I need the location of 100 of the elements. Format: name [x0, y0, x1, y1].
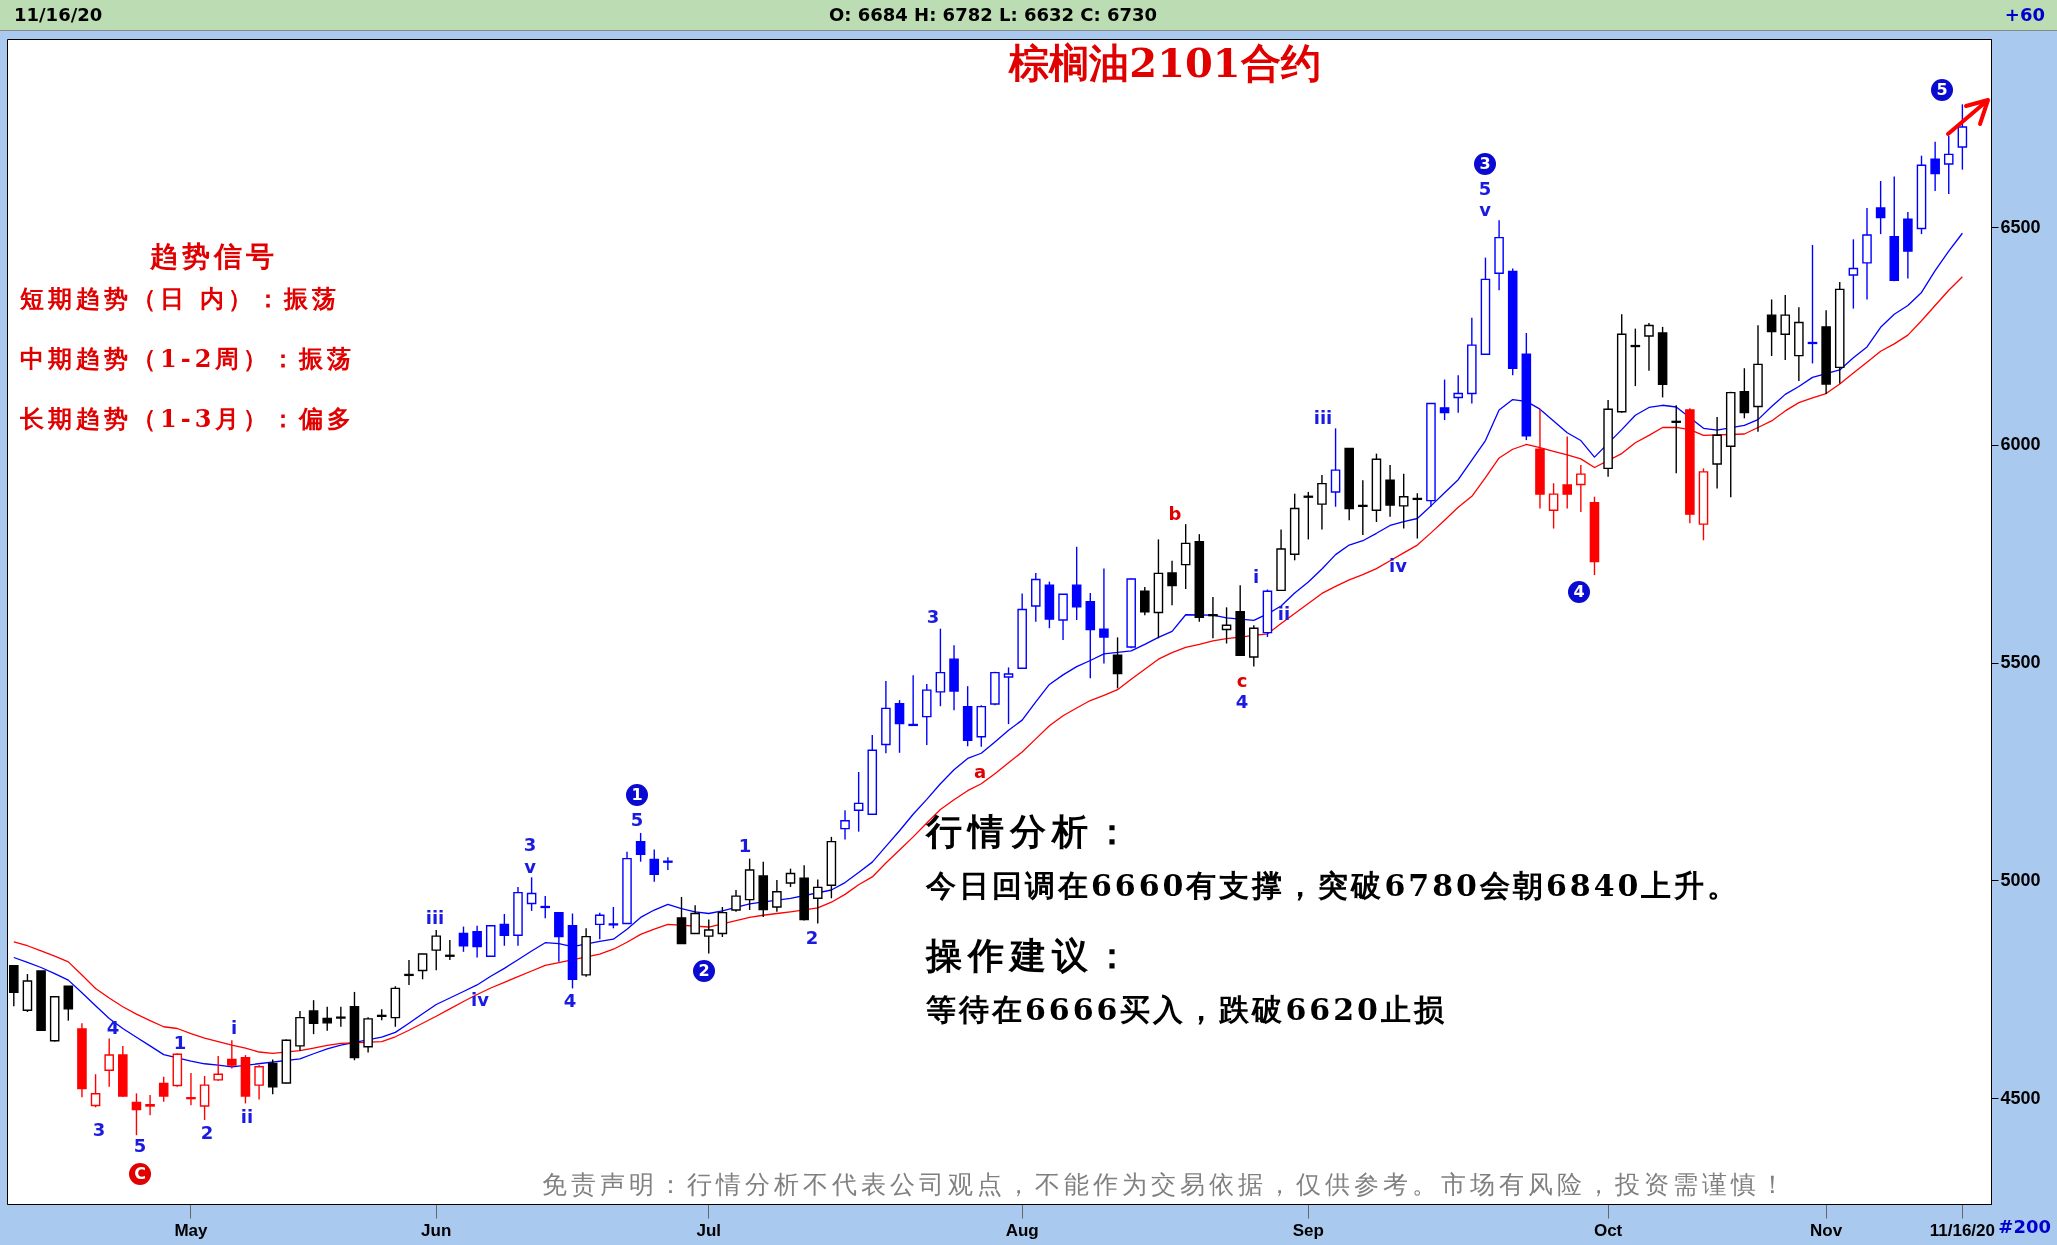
candlestick	[635, 832, 646, 863]
candlestick	[158, 1076, 169, 1103]
annotation: 今日回调在6660有支撑，突破6780会朝6840上升。	[926, 867, 1741, 905]
annotation: 1	[626, 784, 648, 806]
annotation: iii	[1313, 407, 1333, 428]
candlestick	[1766, 298, 1777, 357]
annotation: v	[1479, 199, 1491, 220]
x-tick-label: Aug	[1005, 1220, 1039, 1240]
candlestick	[1167, 560, 1177, 606]
candlestick	[840, 809, 850, 841]
annotation: C	[129, 1163, 151, 1185]
candlestick	[1453, 374, 1463, 414]
annotation: v	[524, 856, 536, 877]
candlestick	[1576, 464, 1586, 513]
annotation: 免责声明：行情分析不代表公司观点，不能作为交易依据，仅供参考。市场有风险，投资需谨慎！	[541, 1169, 1789, 1201]
annotation: iv	[471, 989, 489, 1010]
candlestick	[145, 1094, 155, 1116]
candlestick	[594, 911, 605, 940]
candlestick	[772, 879, 782, 913]
chart-title: 棕榈油2101合约	[1009, 38, 1321, 88]
candlestick	[199, 1075, 210, 1121]
candlestick	[690, 904, 700, 935]
x-tick-label: Jun	[421, 1220, 452, 1240]
candlestick	[1317, 474, 1327, 531]
candlestick	[554, 911, 564, 963]
candlestick	[186, 1072, 196, 1106]
candlestick	[1099, 567, 1109, 665]
candlestick	[853, 771, 864, 833]
annotation: 短期趋势（日 内）：振荡	[20, 283, 341, 315]
annotation: 长期趋势（1-3月）：偏多	[20, 403, 356, 435]
y-tick-label: 6500	[2000, 216, 2041, 237]
candlestick	[663, 856, 673, 871]
candlestick	[731, 889, 741, 913]
annotation: 5	[1931, 79, 1953, 101]
annotation: i	[1252, 566, 1260, 587]
candlestick	[1358, 479, 1368, 536]
text: #200	[1998, 1216, 2051, 1237]
candlestick	[254, 1064, 264, 1101]
annotation: 4	[106, 1017, 120, 1038]
y-tick-label: 5000	[2000, 869, 2041, 890]
candlestick	[1875, 180, 1886, 235]
x-tick-label: Sep	[1292, 1220, 1324, 1240]
candlestick	[1439, 378, 1450, 421]
candlestick	[812, 878, 823, 925]
annotation: 操作建议：	[926, 933, 1136, 978]
candlestick	[417, 952, 428, 980]
candlestick	[1003, 666, 1014, 725]
candlestick	[1848, 238, 1859, 310]
annotation: 2	[805, 927, 819, 948]
annotation: 3	[92, 1119, 106, 1140]
x-tick-label: Jul	[696, 1220, 722, 1240]
annotation: 4	[1235, 691, 1249, 712]
candlestick	[908, 674, 918, 727]
annotation: ii	[240, 1106, 254, 1127]
candlestick	[104, 1037, 114, 1088]
candlestick	[717, 906, 728, 938]
candlestick	[1943, 135, 1954, 195]
annotation: 3	[1474, 153, 1496, 175]
candlestick	[1140, 586, 1150, 616]
candlestick	[63, 985, 74, 1022]
candlestick	[1412, 492, 1423, 540]
text: 11/16/20	[14, 4, 103, 25]
candlestick	[894, 699, 905, 754]
annotation: 趋势信号	[150, 239, 278, 275]
annotation: iv	[1389, 555, 1407, 576]
annotation: 2	[693, 960, 715, 982]
candlestick	[1208, 596, 1218, 639]
annotation: a	[973, 761, 987, 782]
x-tick-label: Nov	[1810, 1220, 1843, 1240]
candlestick	[540, 895, 551, 919]
annotation: 1	[738, 835, 752, 856]
candlestick	[431, 929, 442, 971]
candlestick	[1739, 367, 1750, 420]
candlestick	[1644, 322, 1654, 372]
candlestick	[131, 1092, 142, 1136]
candlestick	[608, 906, 619, 930]
candlestick	[445, 939, 455, 961]
annotation: 5	[1478, 178, 1492, 199]
candlestick	[1398, 472, 1409, 530]
annotation: b	[1168, 503, 1182, 524]
annotation: 5	[133, 1135, 147, 1156]
annotation: 3	[523, 834, 537, 855]
annotation: 4	[563, 990, 577, 1011]
candlestick	[1548, 482, 1559, 530]
x-tick-label: May	[174, 1220, 209, 1240]
candlestick	[472, 925, 482, 959]
annotation: c	[1236, 670, 1248, 691]
candlestick	[1562, 435, 1573, 510]
candlestick	[649, 848, 660, 883]
annotation: ii	[1277, 603, 1291, 624]
annotation: i	[230, 1017, 238, 1038]
annotation: 等待在6666买入，跌破6620止损	[926, 991, 1447, 1029]
candlestick	[703, 918, 714, 955]
x-tick-label: 11/16/20	[1929, 1220, 1996, 1240]
candlestick	[1630, 327, 1641, 387]
candlestick	[1330, 427, 1341, 508]
candlestick	[267, 1058, 278, 1095]
annotation: 中期趋势（1-2周）：振荡	[20, 343, 356, 375]
y-tick-label: 5500	[2000, 652, 2041, 673]
candlestick	[1957, 103, 1968, 171]
